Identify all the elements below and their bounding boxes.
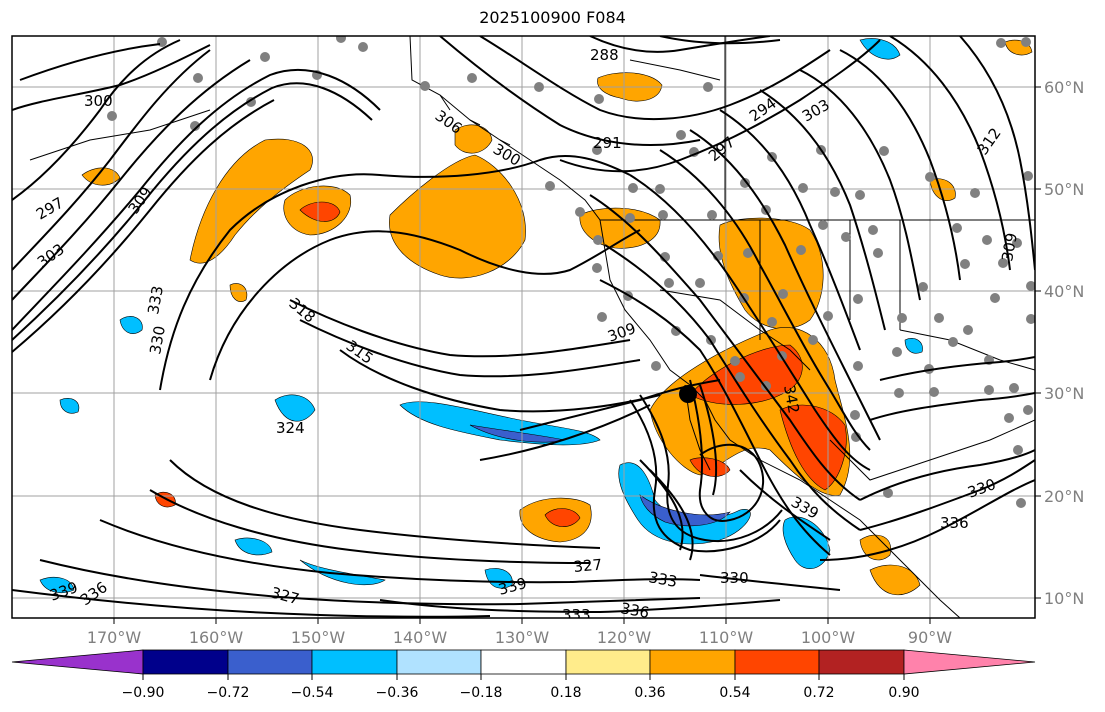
contour-label: 336 bbox=[940, 514, 969, 532]
contour-label: 327 bbox=[573, 556, 603, 576]
contour-label: 300 bbox=[84, 92, 113, 110]
lon-label: 170°W bbox=[87, 628, 142, 647]
lat-label: 60°N bbox=[1044, 78, 1084, 97]
contour-label: 333 bbox=[144, 284, 167, 315]
contour-label: 342 bbox=[780, 384, 803, 415]
map-title: 2025100900 F084 bbox=[479, 8, 626, 27]
lat-label: 10°N bbox=[1044, 589, 1084, 608]
negative-shading bbox=[39, 38, 923, 593]
graticule bbox=[12, 36, 1035, 618]
lon-label: 90°W bbox=[908, 628, 952, 647]
colorbar-label: 0.54 bbox=[719, 685, 750, 701]
colorbar-extend-low bbox=[11, 649, 144, 675]
contour-label: 330 bbox=[146, 324, 169, 355]
contour-label: 309 bbox=[998, 231, 1021, 262]
contour-label: 291 bbox=[593, 134, 622, 152]
colorbar-extend-high bbox=[903, 649, 1036, 675]
colorbar bbox=[11, 649, 1036, 675]
lon-label: 100°W bbox=[801, 628, 856, 647]
lon-label: 160°W bbox=[189, 628, 244, 647]
colorbar-ticks bbox=[142, 674, 905, 680]
colorbar-label: 0.18 bbox=[550, 685, 581, 701]
lon-label: 120°W bbox=[597, 628, 652, 647]
lon-label: 140°W bbox=[393, 628, 448, 647]
colorbar-label: −0.36 bbox=[376, 685, 419, 701]
lon-label: 110°W bbox=[699, 628, 754, 647]
contour-label: 333 bbox=[562, 606, 591, 624]
colorbar-label: 0.36 bbox=[634, 685, 665, 701]
contour-label: 330 bbox=[720, 569, 749, 587]
contour-label: 336 bbox=[619, 599, 650, 622]
colorbar-segment bbox=[142, 649, 229, 675]
colorbar-labels: −0.90 −0.72 −0.54 −0.36 −0.18 0.18 0.36 … bbox=[122, 685, 920, 701]
colorbar-segment bbox=[565, 649, 651, 675]
latitude-labels: 60°N 50°N 40°N 30°N 20°N 10°N bbox=[1044, 78, 1084, 608]
colorbar-label: 0.72 bbox=[803, 685, 834, 701]
map-panel: 300 297 303 309 333 330 318 315 324 306 … bbox=[11, 35, 1036, 624]
colorbar-segment bbox=[311, 649, 398, 675]
longitude-labels: 170°W 160°W 150°W 140°W 130°W 120°W 110°… bbox=[87, 628, 952, 647]
contour-label: 288 bbox=[590, 46, 619, 64]
height-contours bbox=[12, 36, 1035, 618]
colorbar-segment bbox=[818, 649, 905, 675]
coastlines bbox=[29, 36, 1035, 618]
station-markers bbox=[107, 36, 1035, 508]
contour-label: 333 bbox=[647, 568, 678, 591]
surface-low-marker bbox=[679, 385, 697, 403]
lat-label: 40°N bbox=[1044, 282, 1084, 301]
lon-label: 150°W bbox=[291, 628, 346, 647]
lat-label: 50°N bbox=[1044, 180, 1084, 199]
lat-label: 30°N bbox=[1044, 384, 1084, 403]
axis-ticks bbox=[113, 86, 1041, 624]
colorbar-segment bbox=[396, 649, 482, 675]
colorbar-label: −0.90 bbox=[122, 685, 165, 701]
contour-labels: 300 297 303 309 333 330 318 315 324 306 … bbox=[33, 46, 1021, 624]
colorbar-label: −0.72 bbox=[207, 685, 250, 701]
contour-label: 324 bbox=[276, 419, 305, 437]
colorbar-segment bbox=[227, 649, 313, 675]
colorbar-segment bbox=[734, 649, 820, 675]
colorbar-label: −0.54 bbox=[291, 685, 334, 701]
colorbar-segment bbox=[480, 649, 567, 675]
colorbar-label: 0.90 bbox=[888, 685, 919, 701]
lon-label: 130°W bbox=[495, 628, 550, 647]
lat-label: 20°N bbox=[1044, 487, 1084, 506]
colorbar-segment bbox=[649, 649, 736, 675]
positive-shading bbox=[81, 39, 1033, 596]
colorbar-label: −0.18 bbox=[460, 685, 503, 701]
